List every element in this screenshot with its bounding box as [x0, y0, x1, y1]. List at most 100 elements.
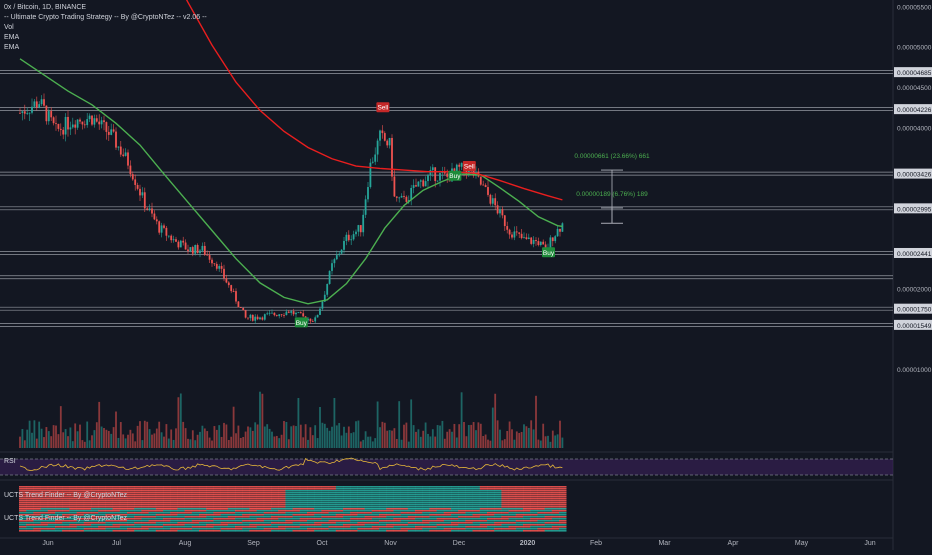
trend-stripe: [33, 506, 41, 508]
trend-stripe: [479, 526, 488, 528]
trend-stripe: [105, 508, 113, 510]
candle-body: [273, 312, 276, 316]
trend-stripe: [155, 528, 164, 530]
level-price-tag: [894, 67, 932, 78]
trend-stripe: [371, 498, 380, 500]
candle-body: [321, 301, 324, 309]
trend-stripe: [220, 506, 229, 508]
trend-stripe: [465, 488, 473, 490]
trend-stripe: [170, 500, 178, 502]
trend-stripe: [285, 516, 293, 518]
trend-stripe: [379, 496, 387, 498]
candle-body: [412, 185, 415, 188]
volume-bar: [369, 436, 372, 448]
trend-stripe: [134, 504, 142, 506]
trend-stripe: [451, 510, 459, 512]
trend-stripe: [371, 500, 380, 502]
trend-stripe: [213, 506, 221, 508]
trend-stripe: [292, 520, 301, 522]
ucts-pane-label[interactable]: UCTS Trend Finder -- By @CryptoNTez: [4, 515, 128, 522]
ucts-pane-label[interactable]: UCTS Trend Finder -- By @CryptoNTez: [4, 492, 128, 499]
trend-stripe: [357, 526, 365, 528]
trend-stripe: [206, 500, 214, 502]
volume-bar: [184, 428, 187, 448]
trend-stripe: [487, 508, 495, 510]
trend-stripe: [314, 522, 322, 524]
trend-stripe: [235, 522, 243, 524]
trend-stripe: [199, 510, 207, 512]
volume-bar: [98, 401, 101, 448]
trend-stripe: [47, 496, 56, 498]
rsi-pane-label[interactable]: RSI: [4, 458, 16, 465]
trend-stripe: [479, 518, 488, 520]
trend-stripe: [487, 488, 495, 490]
trend-stripe: [523, 490, 531, 492]
trend-stripe: [278, 504, 286, 506]
trend-stripe: [501, 498, 509, 500]
trend-stripe: [537, 520, 545, 522]
trend-stripe: [458, 498, 466, 500]
trend-stripe: [508, 526, 517, 528]
candle-body: [316, 314, 319, 318]
trend-stripe: [76, 492, 85, 494]
ema-label[interactable]: EMA: [4, 34, 20, 41]
candle-body: [383, 133, 386, 141]
trend-stripe: [379, 518, 387, 520]
candle-body: [393, 176, 396, 197]
volume-bar: [182, 421, 185, 448]
ema-label[interactable]: EMA: [4, 44, 20, 51]
trend-stripe: [422, 488, 430, 490]
symbol-title[interactable]: 0x / Bitcoin, 1D, BINANCE: [4, 4, 87, 11]
trend-stripe: [62, 494, 70, 496]
trend-stripe: [292, 500, 301, 502]
candle-body: [83, 124, 86, 126]
trend-stripe: [292, 530, 301, 532]
trend-stripe: [278, 530, 286, 532]
vol-label[interactable]: Vol: [4, 24, 14, 31]
trend-stripe: [307, 516, 315, 518]
trend-stripe: [386, 528, 394, 530]
candle-body: [388, 137, 391, 146]
trend-stripe: [436, 496, 445, 498]
trend-stripe: [155, 510, 164, 512]
trend-stripe: [62, 522, 70, 524]
trend-stripe: [55, 512, 63, 514]
trend-stripe: [357, 524, 365, 526]
candle-body: [371, 161, 374, 163]
trend-stripe: [350, 486, 358, 488]
trend-stripe: [386, 500, 394, 502]
volume-bar: [515, 431, 518, 448]
trend-stripe: [458, 490, 466, 492]
trend-stripe: [443, 492, 452, 494]
trend-stripe: [393, 522, 401, 524]
trend-stripe: [393, 506, 401, 508]
trend-stripe: [544, 504, 553, 506]
candle-body: [494, 198, 497, 206]
trend-stripe: [544, 522, 553, 524]
trend-stripe: [220, 514, 229, 516]
trend-stripe: [523, 502, 531, 504]
candle-body: [21, 111, 24, 113]
trend-stripe: [148, 488, 157, 490]
trend-stripe: [544, 524, 553, 526]
trend-stripe: [307, 518, 315, 520]
volume-bar: [52, 425, 55, 448]
trend-stripe: [184, 520, 193, 522]
trend-stripe: [508, 518, 517, 520]
trend-stripe: [148, 496, 157, 498]
trend-stripe: [551, 506, 560, 508]
trend-stripe: [551, 530, 560, 532]
trend-stripe: [307, 528, 315, 530]
trend-stripe: [451, 528, 459, 530]
measure-label: 0.00000189 (6.76%) 189: [576, 191, 648, 198]
trend-stripe: [328, 528, 337, 530]
trend-stripe: [443, 530, 452, 532]
trend-stripe: [256, 488, 265, 490]
trend-stripe: [105, 518, 113, 520]
trend-stripe: [501, 506, 509, 508]
trend-stripe: [458, 508, 466, 510]
strategy-label[interactable]: -- Ultimate Crypto Trading Strategy -- B…: [4, 14, 207, 21]
volume-bar: [153, 433, 156, 448]
